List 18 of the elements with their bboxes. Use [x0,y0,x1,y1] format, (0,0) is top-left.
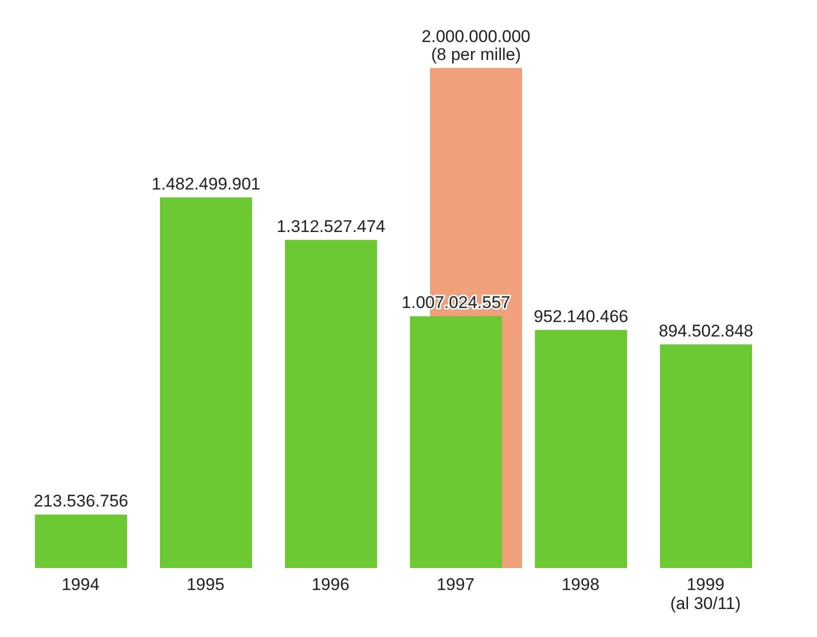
x-tick-label: 1996 [312,575,350,594]
x-tick-label: 1995 [186,575,224,594]
data-label: 894.502.848 [658,321,754,340]
bar [285,240,377,568]
bar [535,330,627,568]
x-tick-label: 1994 [62,575,100,594]
x-tick-label: 1999 (al 30/11) [670,575,741,613]
data-label: 1.312.527.474 [276,216,386,236]
data-label: 1.482.499.901 [152,174,260,194]
x-tick-label: 1997 [436,575,474,594]
bar [160,197,252,568]
bar [410,316,502,568]
x-tick-label: 1998 [562,575,600,594]
data-label: 2.000.000.000 (8 per mille) [422,27,530,64]
data-label: 213.536.756 [34,492,128,511]
data-label: 952.140.466 [534,306,628,326]
bar [35,514,127,568]
bar [660,344,752,568]
